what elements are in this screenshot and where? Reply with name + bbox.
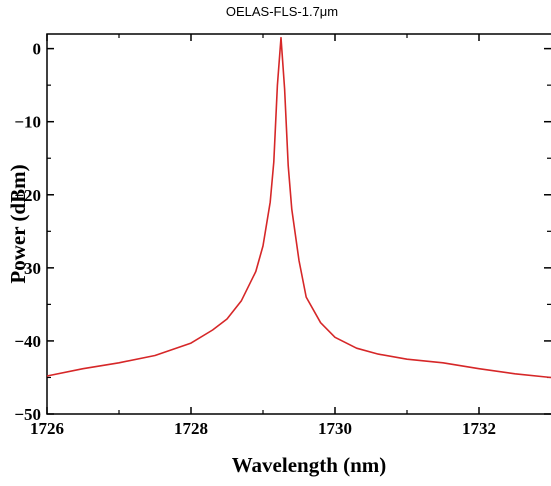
y-tick-label: −20 (14, 186, 41, 205)
series-line (46, 36, 551, 379)
chart-title: OELAS-FLS-1.7μm (226, 4, 338, 19)
x-tick-label: 1728 (174, 419, 208, 438)
series-layer (46, 36, 551, 379)
y-tick-label: −40 (14, 332, 41, 351)
x-axis-label: Wavelength (nm) (232, 453, 387, 477)
x-tick-label: 1730 (318, 419, 352, 438)
y-tick-label: −50 (14, 405, 41, 424)
axis-ticks (46, 34, 551, 415)
x-tick-label: 1726 (30, 419, 64, 438)
x-tick-label: 1732 (462, 419, 496, 438)
plot-frame (46, 33, 551, 415)
y-tick-label: −10 (14, 113, 41, 132)
axis-tick-labels: 1726 1728 1730 1732 0 −10 −20 −30 −40 −50 (14, 40, 496, 438)
y-tick-label: −30 (14, 259, 41, 278)
y-axis-label: Power (dBm) (6, 164, 30, 283)
y-tick-label: 0 (33, 40, 42, 59)
